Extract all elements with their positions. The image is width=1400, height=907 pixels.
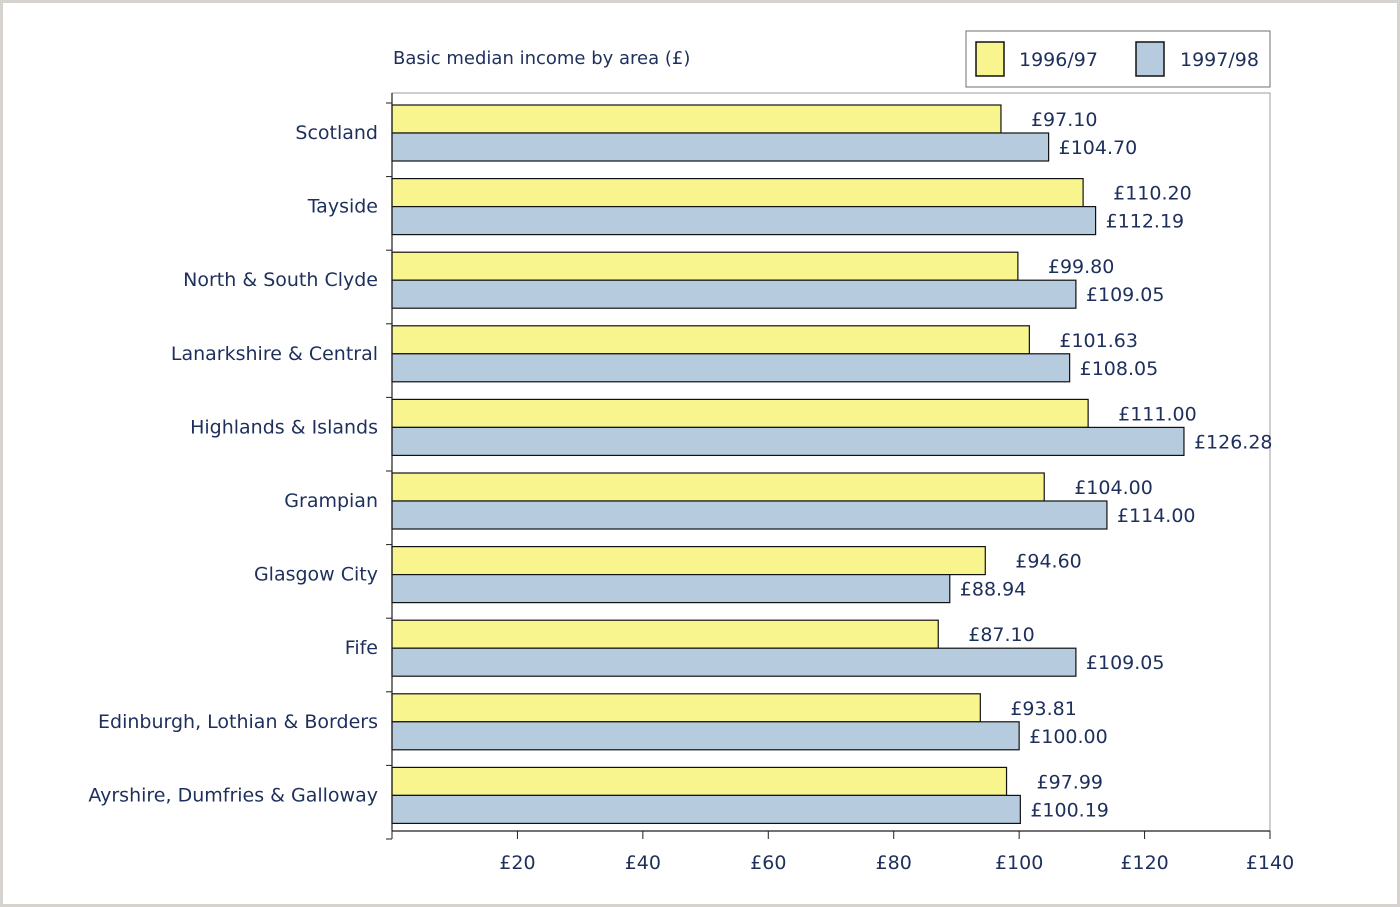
value-label-north-south-clyde-1996-97: £99.80	[1048, 256, 1114, 278]
legend-label-1996-97: 1996/97	[1019, 49, 1098, 71]
bar-north-south-clyde-1996-97	[391, 251, 1019, 281]
value-label-lanarkshire-central-1996-97: £101.63	[1059, 330, 1138, 352]
legend-box	[965, 30, 1271, 88]
bar-lanarkshire-central-1997-98	[391, 353, 1071, 383]
bar-tayside-1996-97	[391, 178, 1084, 208]
chart-title: Basic median income by area (£)	[393, 48, 690, 69]
value-label-fife-1996-97: £87.10	[968, 624, 1034, 646]
value-label-ayrshire-dumfries-galloway-1997-98: £100.19	[1030, 799, 1109, 821]
value-label-glasgow-city-1996-97: £94.60	[1015, 551, 1081, 573]
axes-layer: £20 £40 £60 £80 £100 £120 £140	[386, 93, 1294, 874]
category-label-tayside: Tayside	[307, 196, 378, 218]
x-tick-label: £40	[625, 852, 661, 874]
bar-north-south-clyde-1997-98	[391, 279, 1077, 309]
value-label-grampian-1996-97: £104.00	[1074, 477, 1153, 499]
bar-grampian-1996-97	[391, 472, 1045, 502]
x-tick-label: £80	[876, 852, 912, 874]
x-tick-label: £100	[995, 852, 1043, 874]
value-label-scotland-1996-97: £97.10	[1031, 109, 1097, 131]
bar-ayrshire-dumfries-galloway-1996-97	[391, 766, 1008, 797]
value-label-tayside-1997-98: £112.19	[1106, 211, 1185, 233]
bar-edinburgh-lothian-borders-1997-98	[391, 721, 1020, 751]
value-label-edinburgh-lothian-borders-1996-97: £93.81	[1010, 698, 1076, 720]
value-label-ayrshire-dumfries-galloway-1996-97: £97.99	[1037, 771, 1103, 793]
value-label-scotland-1997-98: £104.70	[1059, 137, 1138, 159]
legend-label-1997-98: 1997/98	[1180, 49, 1259, 71]
income-bar-chart: Basic median income by area (£) 1996/97 …	[88, 30, 1294, 874]
bar-glasgow-city-1997-98	[391, 573, 951, 604]
category-label-scotland: Scotland	[295, 122, 378, 144]
value-label-highlands-islands-1996-97: £111.00	[1118, 403, 1197, 425]
bar-scotland-1997-98	[391, 132, 1050, 162]
bars-layer: Scotland £97.10 £104.70 Tayside £110.20 £112.…	[88, 104, 1273, 825]
bar-tayside-1997-98	[391, 206, 1097, 236]
value-label-fife-1997-98: £109.05	[1086, 652, 1165, 674]
bar-ayrshire-dumfries-galloway-1997-98	[391, 794, 1021, 825]
category-label-lanarkshire-central: Lanarkshire & Central	[171, 343, 378, 365]
legend-swatch-1997-98	[1135, 41, 1165, 77]
bar-fife-1997-98	[391, 647, 1077, 677]
category-label-north-south-clyde: North & South Clyde	[183, 269, 378, 291]
value-label-edinburgh-lothian-borders-1997-98: £100.00	[1029, 726, 1108, 748]
value-label-tayside-1996-97: £110.20	[1113, 183, 1192, 205]
bar-edinburgh-lothian-borders-1996-97	[391, 693, 981, 723]
bar-fife-1996-97	[391, 619, 939, 649]
x-tick-label: £120	[1120, 852, 1168, 874]
category-label-grampian: Grampian	[284, 490, 378, 512]
x-tick-label: £20	[499, 852, 535, 874]
value-label-grampian-1997-98: £114.00	[1117, 505, 1196, 527]
bar-grampian-1997-98	[391, 500, 1108, 530]
category-label-glasgow-city: Glasgow City	[254, 564, 378, 586]
category-label-fife: Fife	[345, 637, 378, 659]
x-tick-label: £60	[750, 852, 786, 874]
bar-highlands-islands-1996-97	[391, 398, 1089, 428]
bar-glasgow-city-1996-97	[391, 545, 986, 576]
value-label-north-south-clyde-1997-98: £109.05	[1086, 284, 1165, 306]
category-label-highlands-islands: Highlands & Islands	[190, 416, 378, 438]
legend-swatch-1996-97	[975, 41, 1005, 77]
category-label-edinburgh-lothian-borders: Edinburgh, Lothian & Borders	[98, 711, 378, 733]
value-label-glasgow-city-1997-98: £88.94	[960, 579, 1026, 601]
bar-lanarkshire-central-1996-97	[391, 325, 1030, 355]
legend: 1996/97 1997/98	[965, 30, 1271, 88]
category-label-ayrshire-dumfries-galloway: Ayrshire, Dumfries & Galloway	[88, 784, 378, 806]
bar-scotland-1996-97	[391, 104, 1002, 134]
bar-highlands-islands-1997-98	[391, 426, 1185, 456]
value-label-highlands-islands-1997-98: £126.28	[1194, 431, 1273, 453]
x-tick-label: £140	[1246, 852, 1294, 874]
value-label-lanarkshire-central-1997-98: £108.05	[1080, 358, 1159, 380]
